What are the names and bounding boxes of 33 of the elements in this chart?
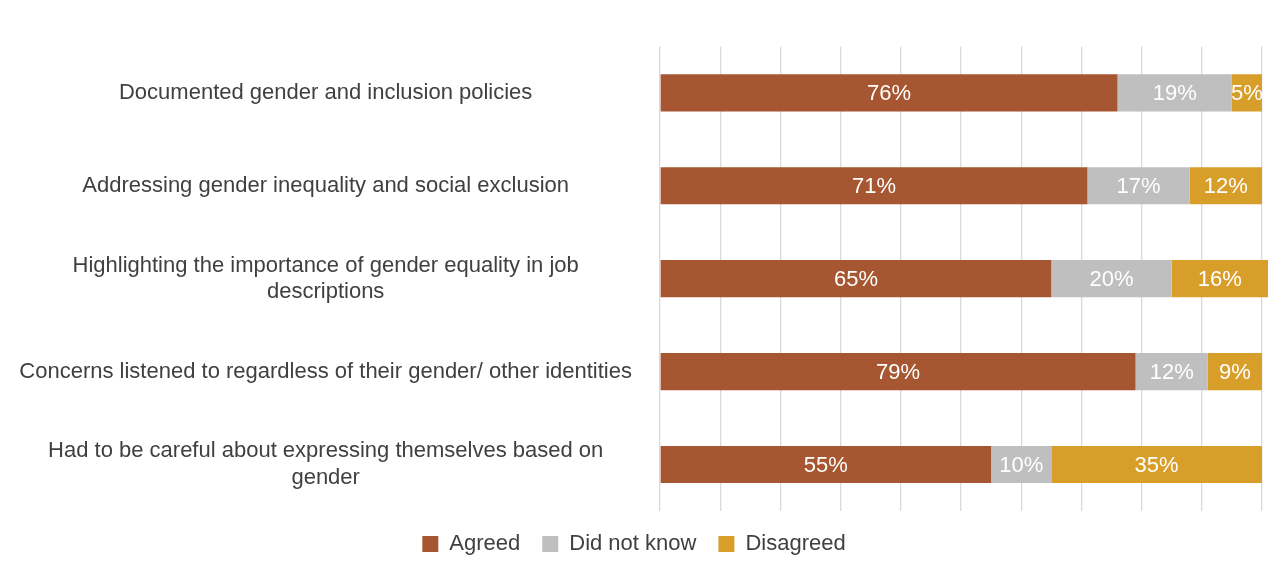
data-label: 65%	[833, 265, 878, 291]
bar	[660, 353, 1136, 391]
y-tick-label: Addressing gender inequality and social exclusion	[82, 171, 570, 197]
data-label: 12%	[1203, 172, 1248, 198]
data-label: 76%	[867, 79, 912, 105]
y-tick-label: Highlighting the importance of gender equality in job descriptions	[72, 251, 579, 303]
bar	[1051, 260, 1172, 298]
bar	[660, 167, 1088, 205]
data-label: 17%	[1116, 172, 1161, 198]
bar	[1171, 260, 1268, 298]
legend-label: Did not know	[569, 530, 697, 556]
data-label: 10%	[999, 451, 1044, 477]
bar	[1117, 74, 1232, 112]
legend-label: Agreed	[449, 530, 521, 556]
data-label: 19%	[1152, 79, 1197, 105]
data-label: 71%	[852, 172, 897, 198]
bar	[660, 74, 1118, 112]
bar	[660, 260, 1052, 298]
data-label: 79%	[876, 358, 921, 384]
y-tick-label: Concerns listened to regardless of their gender/ other identities	[19, 357, 632, 383]
legend-label: Disagreed	[745, 530, 846, 556]
data-label: 55%	[803, 451, 848, 477]
data-label: 35%	[1134, 451, 1179, 477]
data-label: 12%	[1149, 358, 1194, 384]
bar	[1051, 445, 1262, 484]
data-label: 20%	[1089, 265, 1134, 291]
y-tick-label: Documented gender and inclusion policies	[118, 78, 533, 104]
data-label: 9%	[1218, 358, 1251, 384]
bar	[660, 445, 992, 484]
bar	[1087, 167, 1190, 205]
data-label: 16%	[1197, 265, 1242, 291]
data-label: 5%	[1231, 79, 1263, 105]
y-tick-label: Had to be careful about expressing themselves based on gender	[48, 437, 604, 489]
